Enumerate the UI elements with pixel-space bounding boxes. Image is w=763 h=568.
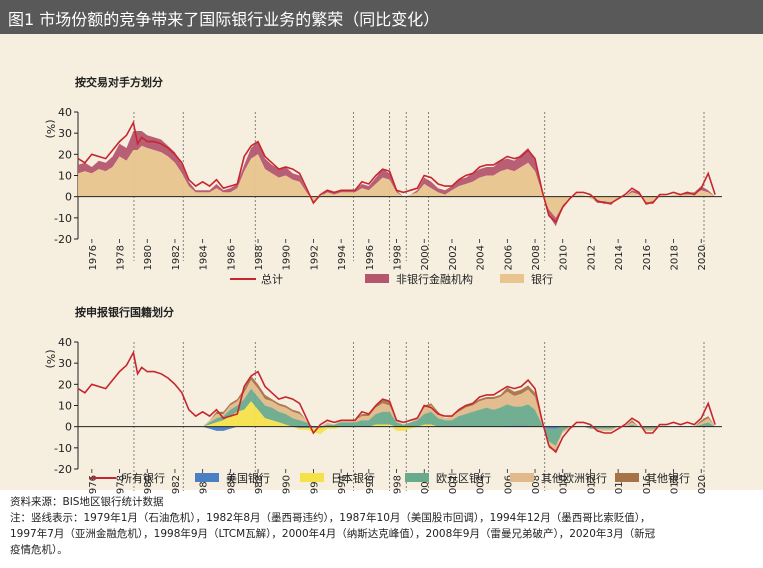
c1-x-tick-label: 1978: [116, 475, 127, 494]
c1-legend-swatch: [195, 473, 219, 482]
c0-y-tick-label: -10: [54, 212, 72, 225]
c0-line-总计: [77, 120, 716, 224]
c0-x-tick-label: 2010: [559, 245, 570, 270]
c0-x-tick-label: 1994: [337, 245, 348, 270]
c1-x-tick-label: 2008: [531, 475, 542, 494]
c0-x-tick-label: 2020: [697, 245, 708, 270]
c1-x-tick-label: 1988: [254, 475, 265, 494]
c1-area-其他银行: [78, 375, 716, 453]
c0-x-tick-label: 2002: [448, 245, 459, 270]
c1-x-tick-label: 2002: [448, 475, 459, 494]
c0-y-tick-label: 30: [58, 127, 72, 140]
c0-y-tick-label: 40: [58, 106, 72, 119]
c1-x-tick-label: 1980: [143, 475, 154, 494]
counterparty-chart: 按交易对手方划分 -20 -10 0 10 20 30 40(%) 1976 1978 1980 19…: [44, 75, 722, 286]
c1-x-tick-label: 2010: [559, 475, 570, 494]
footnotes: 资料来源：BIS地区银行统计数据 注：竖线表示：1979年1月（石油危机），19…: [10, 494, 755, 558]
c1-legend-swatch: [300, 473, 324, 482]
c0-x-tick-label: 1990: [282, 245, 293, 270]
c1-x-tick-label: 1992: [309, 475, 320, 494]
c0-x-tick-label: 1976: [88, 245, 99, 270]
c1-y-axis-label: (%): [44, 349, 57, 368]
c1-y-tick-label: 0: [65, 421, 72, 434]
c1-y-tick-label: 30: [58, 357, 72, 370]
c1-x-tick-label: 2016: [642, 475, 653, 494]
c1-legend-swatch: [510, 473, 534, 482]
c1-y-tick-label: -20: [54, 463, 72, 476]
c1-area-欧元区银行: [78, 388, 716, 446]
c0-legend-label: 非银行金融机构: [396, 272, 473, 286]
c0-x-tick-label: 2016: [642, 245, 653, 270]
c0-y-tick-label: -20: [54, 233, 72, 246]
c1-x-tick-label: 1976: [88, 475, 99, 494]
figure-header: 图1 市场份额的竞争带来了国际银行业务的繁荣（同比变化）: [0, 0, 763, 34]
c0-y-tick-label: 10: [58, 170, 72, 183]
c0-x-tick-label: 1996: [365, 245, 376, 270]
c1-area-日本银行: [78, 401, 716, 435]
c1-y-tick-label: 10: [58, 400, 72, 413]
c0-x-tick-label: 2018: [670, 245, 681, 270]
c0-x-tick-label: 1998: [393, 245, 404, 270]
c1-x-tick-label: 1996: [365, 475, 376, 494]
c1-area-其他欧洲银行: [78, 380, 716, 450]
c0-legend-swatch: [365, 274, 389, 283]
c1-legend-label: 美国银行: [226, 471, 270, 485]
c1-line-所有银行: [77, 350, 716, 454]
c1-x-tick-label: 2012: [586, 475, 597, 494]
c1-y-tick-label: -10: [54, 442, 72, 455]
c1-legend-label: 日本银行: [331, 471, 375, 485]
nationality-chart: 按申报银行国籍划分 -20 -10 0 10 20 30 40(%) 1976 1978 1980 1…: [44, 305, 722, 494]
c0-x-tick-label: 2008: [531, 245, 542, 270]
c0-subtitle: 按交易对手方划分: [75, 75, 163, 89]
c1-x-tick-label: 2014: [614, 475, 625, 494]
c0-y-tick-label: 20: [58, 148, 72, 161]
c1-x-tick-label: 1982: [171, 475, 182, 494]
c1-legend-label: 其他银行: [646, 471, 690, 485]
vertical-lines-note-cont: 1997年7月（亚洲金融危机），1998年9月（LTCM瓦解），2000年4月（…: [10, 528, 656, 540]
figure-title: 图1 市场份额的竞争带来了国际银行业务的繁荣（同比变化）: [8, 10, 440, 29]
c0-x-tick-label: 1978: [116, 245, 127, 270]
c1-x-tick-label: 2020: [697, 475, 708, 494]
source-note: 资料来源：BIS地区银行统计数据: [10, 496, 164, 508]
vertical-lines-note: 注：竖线表示：1979年1月（石油危机），1982年8月（墨西哥违约），1987…: [10, 512, 651, 524]
c1-x-tick-label: 2006: [503, 475, 514, 494]
c0-x-tick-label: 2014: [614, 245, 625, 270]
c0-x-tick-label: 1982: [171, 245, 182, 270]
c1-x-tick-label: 1984: [199, 475, 210, 494]
c1-legend-swatch: [405, 473, 429, 482]
c0-y-axis-label: (%): [44, 119, 57, 138]
c1-x-tick-label: 2018: [670, 475, 681, 494]
c1-x-tick-label: 2004: [476, 475, 487, 494]
c0-x-tick-label: 2012: [586, 245, 597, 270]
c1-legend-label: 其他欧洲银行: [541, 471, 607, 485]
chart-panel: 按交易对手方划分 -20 -10 0 10 20 30 40 (%) 1976 1978 1980 19…: [0, 34, 763, 494]
c0-x-tick-label: 1988: [254, 245, 265, 270]
c0-x-tick-label: 1986: [226, 245, 237, 270]
c0-x-tick-label: 2000: [420, 245, 431, 270]
c0-x-tick-label: 1984: [199, 245, 210, 270]
c1-x-tick-label: 1994: [337, 475, 348, 494]
c1-y-tick-label: 20: [58, 378, 72, 391]
c1-legend-label: 欧元区银行: [436, 471, 491, 485]
c0-x-tick-label: 1992: [309, 245, 320, 270]
c0-legend-label: 总计: [261, 272, 283, 286]
c0-y-tick-label: 0: [65, 191, 72, 204]
c0-x-tick-label: 2006: [503, 245, 514, 270]
c1-legend-swatch: [615, 473, 639, 482]
c0-area-非银行金融机构: [78, 131, 716, 227]
c0-x-tick-label: 2004: [476, 245, 487, 270]
c0-legend-swatch: [500, 274, 524, 283]
vertical-lines-note-end: 疫情危机）。: [10, 544, 68, 556]
c1-x-tick-label: 2000: [420, 475, 431, 494]
c0-area-银行: [78, 145, 716, 218]
c1-subtitle: 按申报银行国籍划分: [75, 305, 174, 319]
c1-x-tick-label: 1990: [282, 475, 293, 494]
c0-x-tick-label: 1980: [143, 245, 154, 270]
c1-legend-label: 所有银行: [121, 471, 165, 485]
c1-x-tick-label: 1998: [393, 475, 404, 494]
c0-legend-label: 银行: [531, 272, 553, 286]
c1-y-tick-label: 40: [58, 336, 72, 349]
c1-x-tick-label: 1986: [226, 475, 237, 494]
